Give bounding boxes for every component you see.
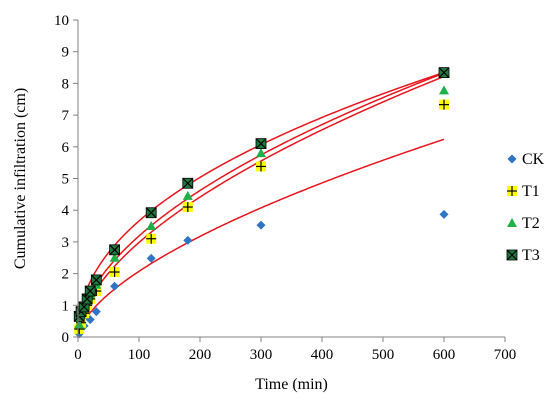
series-ck [74,209,449,339]
fit-line-t3 [77,71,445,338]
series-t3 [73,67,450,322]
y-axis-title: Cumulative infiltration (cm) [12,88,29,269]
marker-ck-point [91,307,101,317]
y-tick-label: 5 [62,172,70,188]
marker-ck-point [439,209,449,219]
marker-diag-2 [506,249,518,261]
y-tick-label: 4 [62,203,70,219]
marker-diag-2 [438,67,450,79]
marker-t3-point [90,274,102,286]
marker-t1-point [439,99,449,110]
marker-t2-point [256,148,266,158]
y-tick-label: 1 [62,298,70,314]
marker-t2-point [182,190,193,200]
y-tick-label: 10 [54,13,69,29]
marker-t2-point [146,221,157,231]
x-tick-label: 300 [250,347,273,363]
marker-diag-2 [84,285,96,297]
x-tick-label: 600 [433,347,456,363]
marker-diag-2 [109,244,121,256]
x-axis-title: Time (min) [255,376,328,393]
legend-item-t2: T2 [507,215,540,232]
legend: CK T1 T2 T3 [506,151,545,264]
marker-t1-legend [507,186,517,196]
y-tick-label: 8 [62,76,70,92]
marker-t1-point [182,202,193,213]
legend-label: T3 [522,247,540,264]
fit-line-t1 [77,75,445,338]
legend-label: CK [522,151,545,168]
fit-line-t2 [77,72,445,338]
legend-label: T1 [522,183,540,200]
series-t1 [74,99,449,335]
legend-label: T2 [522,215,540,232]
marker-t3-point [145,207,157,219]
marker-t2-point [74,319,85,329]
marker-t1-point [146,233,157,244]
fit-line-ck [77,138,445,338]
x-tick-label: 500 [372,347,395,363]
legend-item-t1: T1 [507,183,540,200]
marker-t3-point [109,244,121,256]
marker-ck-legend [507,154,517,164]
x-tick-label: 200 [189,347,212,363]
marker-diag-2 [90,274,102,286]
marker-t2-point [109,252,120,262]
marker-diag-2 [182,177,194,189]
x-tick-label: 0 [74,347,82,363]
marker-t3-point [182,177,194,189]
marker-t3-point [84,285,96,297]
marker-t3-legend [506,249,518,261]
marker-t1-point [109,267,120,278]
marker-ck-point [256,220,266,230]
plot-area [73,67,450,339]
x-tick-label: 700 [494,347,517,363]
marker-t2-point [439,85,449,95]
y-tick-label: 3 [62,235,70,251]
marker-ck-point [146,253,156,263]
marker-t2-legend [507,218,517,227]
y-tick-label: 2 [62,267,70,283]
y-tick-label: 7 [62,108,70,124]
marker-t3-point [255,138,267,150]
marker-diag-2 [255,138,267,150]
axes: 0 100 200 300 400 500 600 700 0 1 2 3 4 5 6 7 8 9 10 [54,13,516,363]
x-tick-label: 100 [128,347,151,363]
x-tick-label: 400 [311,347,334,363]
marker-diag-2 [145,207,157,219]
y-tick-label: 9 [62,45,70,61]
marker-t1-point [256,161,266,172]
y-tick-label: 6 [62,140,70,156]
legend-item-ck: CK [507,151,545,168]
marker-t3-point [438,67,450,79]
marker-ck-point [110,281,120,291]
legend-item-t3: T3 [506,247,540,264]
y-tick-label: 0 [62,330,70,346]
marker-ck-point [183,235,193,245]
